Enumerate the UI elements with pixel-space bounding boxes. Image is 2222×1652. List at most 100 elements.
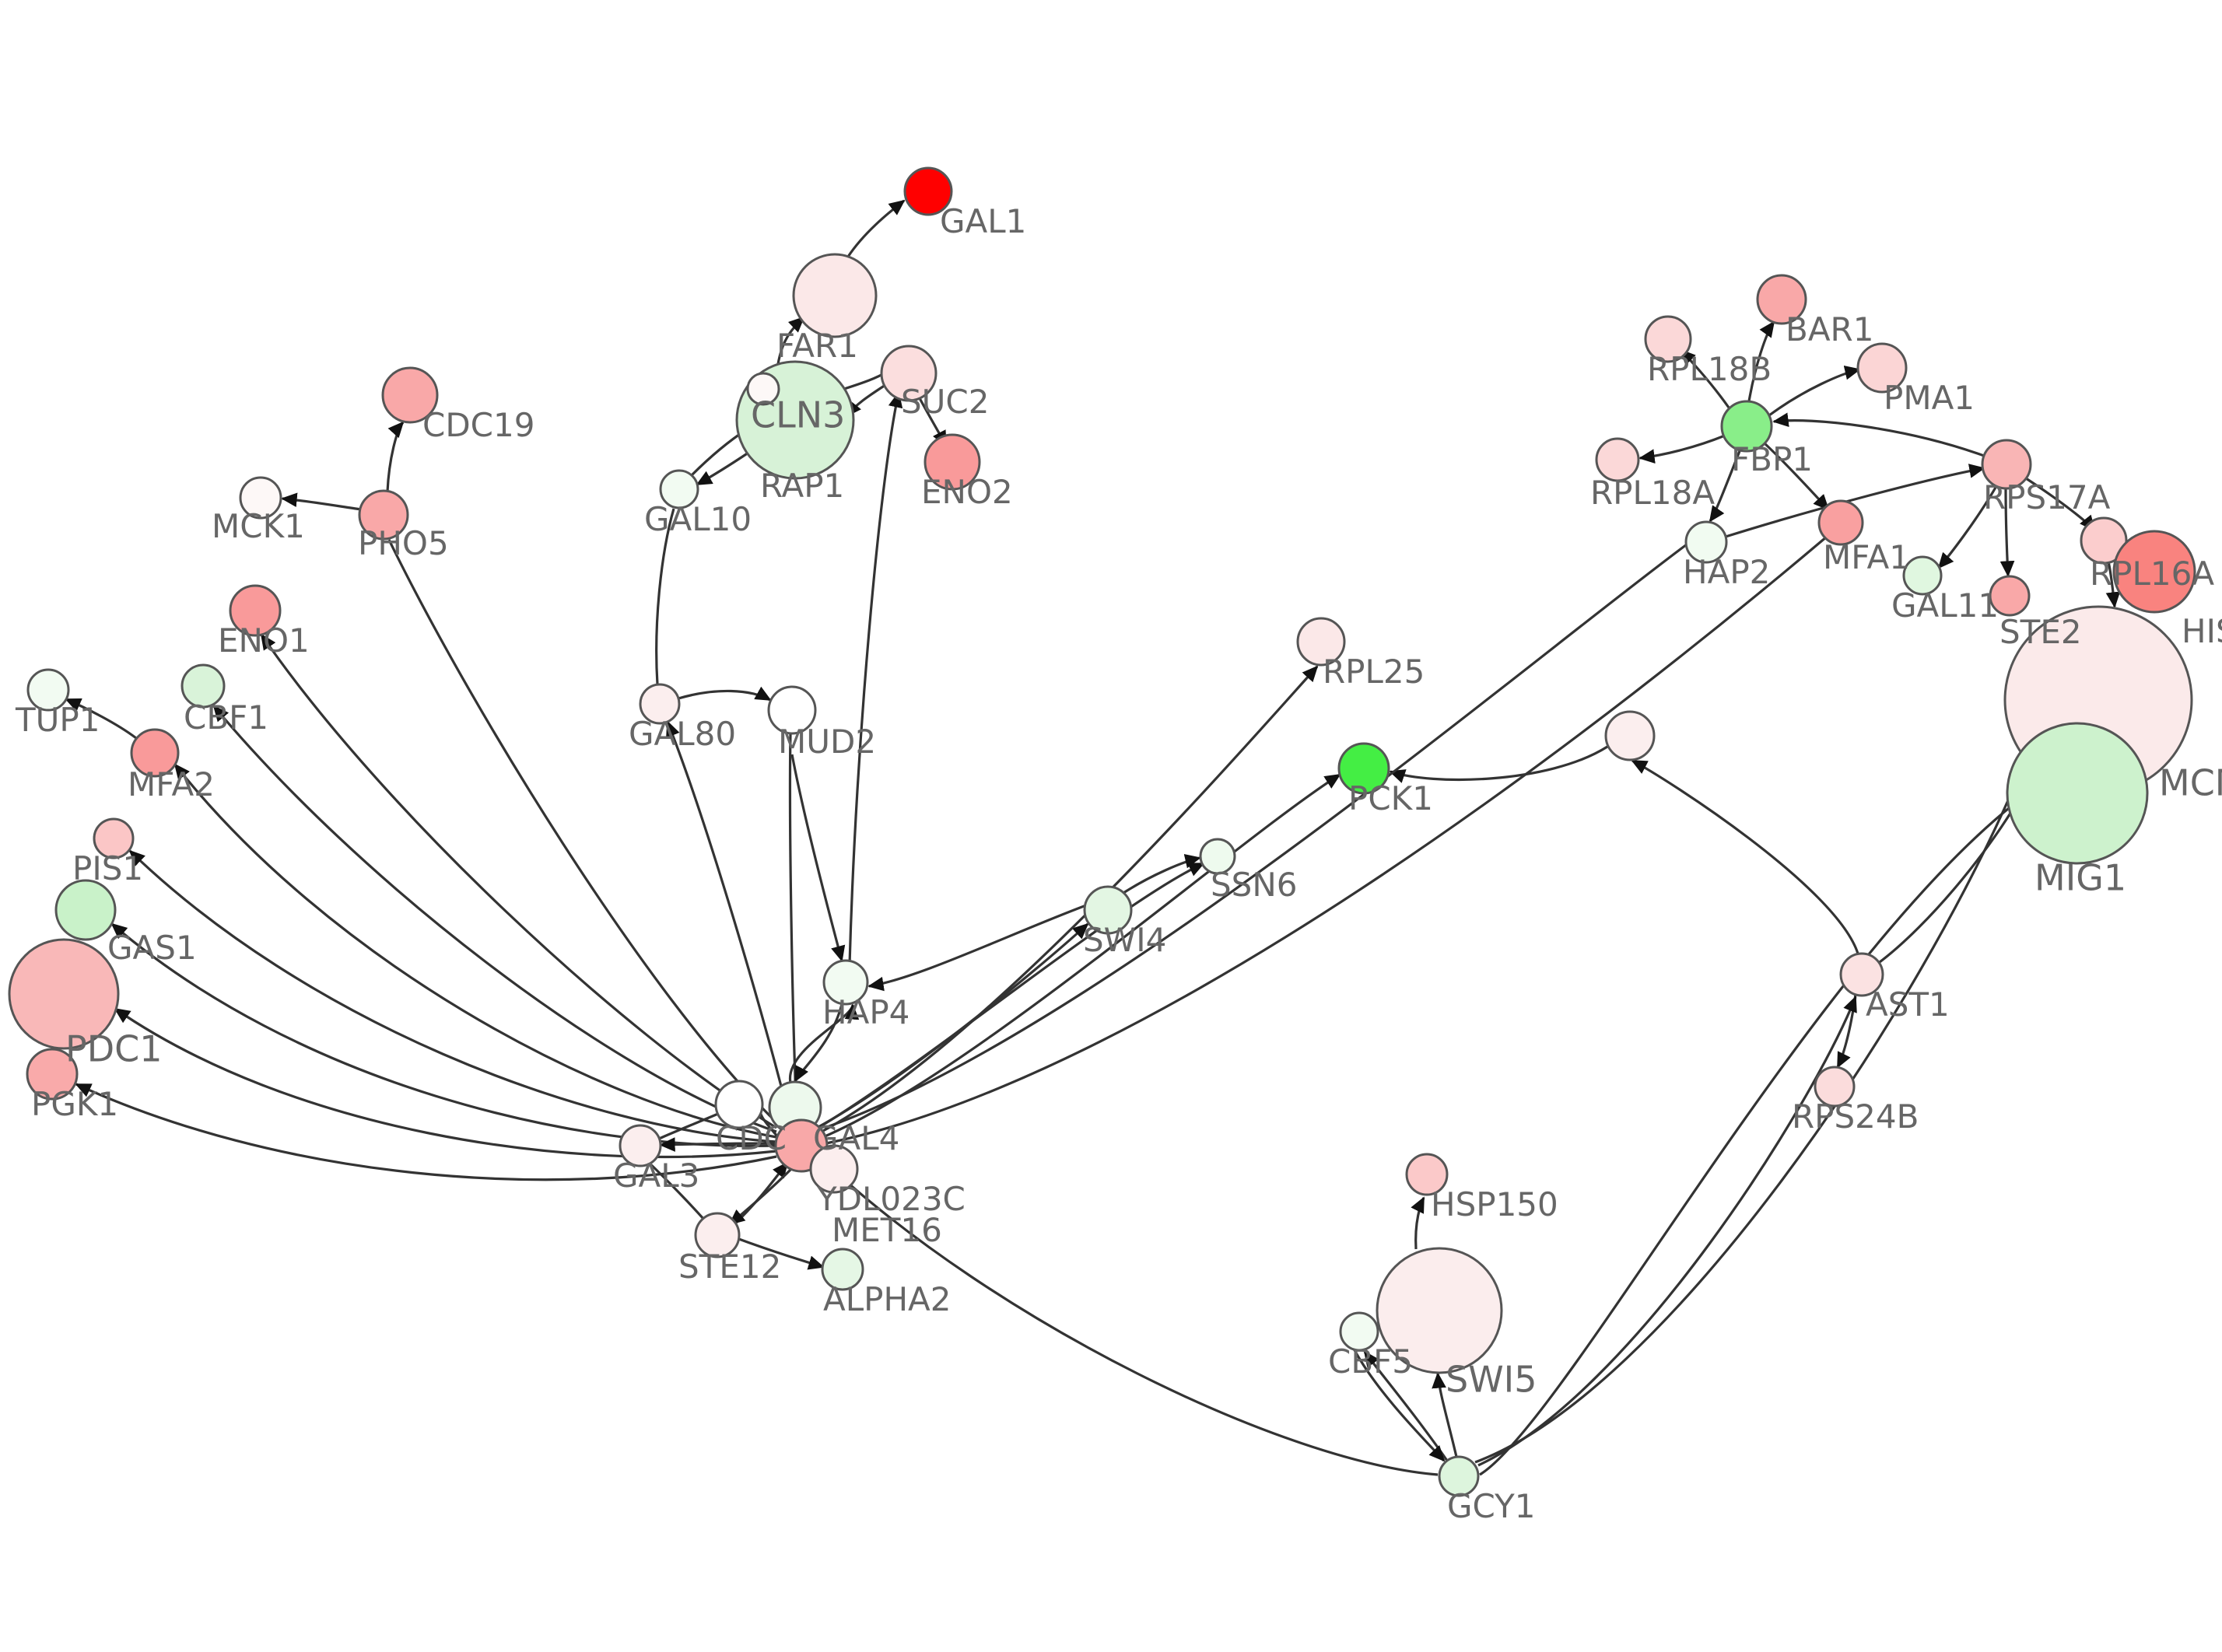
node-rpl25[interactable] bbox=[1296, 617, 1346, 667]
node-rpl16a[interactable] bbox=[2080, 516, 2128, 565]
node-unnamed[interactable] bbox=[1604, 710, 1656, 761]
node-pgk1[interactable] bbox=[26, 1048, 79, 1101]
node-pis1[interactable] bbox=[93, 817, 135, 859]
edge-cbf5-to-gcy1 bbox=[1352, 1348, 1446, 1462]
node-far1[interactable] bbox=[792, 253, 878, 338]
node-label-pma1: PMA1 bbox=[1884, 379, 1975, 417]
node-pma1[interactable] bbox=[1856, 342, 1908, 394]
node-gal10[interactable] bbox=[659, 469, 699, 509]
node-label-mfa2: MFA2 bbox=[128, 765, 215, 803]
node-label-mud2: MUD2 bbox=[778, 723, 876, 761]
edge-gal4-to-hap2 bbox=[824, 543, 1688, 1129]
node-swi4[interactable] bbox=[1083, 885, 1133, 935]
node-cdc19[interactable] bbox=[381, 366, 439, 424]
node-ast1[interactable] bbox=[1839, 952, 1884, 997]
node-label-rpl18b: RPL18B bbox=[1647, 350, 1772, 388]
node-label-pho5: PHO5 bbox=[358, 524, 449, 562]
node-rps17a[interactable] bbox=[1981, 439, 2032, 490]
edge-gcy1-to-cbf5 bbox=[1363, 1350, 1449, 1461]
edge-rps17a-to-gal11 bbox=[1937, 485, 1998, 569]
node-label-gas1: GAS1 bbox=[107, 929, 197, 967]
node-mfa2[interactable] bbox=[130, 728, 180, 778]
node-pho5[interactable] bbox=[358, 489, 409, 541]
node-label-hsp150: HSP150 bbox=[1431, 1185, 1558, 1223]
node-gal1[interactable] bbox=[903, 166, 953, 216]
node-rpl18a[interactable] bbox=[1595, 437, 1640, 482]
node-cdcnode[interactable] bbox=[714, 1080, 764, 1129]
node-suc2[interactable] bbox=[880, 345, 938, 402]
node-gal80[interactable] bbox=[639, 683, 681, 725]
node-label-eno1: ENO1 bbox=[218, 621, 310, 660]
node-mfa1[interactable] bbox=[1817, 499, 1864, 546]
node-label-cbf5: CBF5 bbox=[1328, 1342, 1413, 1381]
edge-mfa2-to-tup1 bbox=[65, 698, 137, 740]
edge-unnamed-to-pck1 bbox=[1389, 745, 1608, 783]
node-bar1[interactable] bbox=[1756, 274, 1807, 325]
node-pdc1[interactable] bbox=[8, 938, 120, 1050]
node-gal11[interactable] bbox=[1902, 555, 1943, 596]
edge-pho5-to-cdc19 bbox=[386, 421, 405, 492]
edge-rps17a-to-fbp1 bbox=[1772, 412, 1985, 457]
node-hsp150[interactable] bbox=[1405, 1153, 1449, 1196]
edge-swi5-to-hsp150 bbox=[1411, 1196, 1425, 1250]
node-mck1[interactable] bbox=[239, 476, 282, 520]
node-hap2[interactable] bbox=[1684, 520, 1728, 564]
edge-gal4-to-gas1 bbox=[110, 922, 777, 1147]
edge-gal4-to-pck1 bbox=[822, 773, 1341, 1139]
node-label-gal4: GAL4 bbox=[813, 1119, 899, 1157]
node-label-cln3: CLN3 bbox=[751, 394, 845, 436]
node-label-ast1: AST1 bbox=[1866, 985, 1950, 1024]
node-pck1[interactable] bbox=[1337, 742, 1390, 795]
node-alpha2[interactable] bbox=[821, 1248, 864, 1291]
edge-gal4-to-gal80 bbox=[666, 720, 792, 1123]
node-label-bar1: BAR1 bbox=[1786, 310, 1873, 348]
node-label-gal11: GAL11 bbox=[1891, 586, 1999, 625]
node-cbf1[interactable] bbox=[180, 663, 226, 709]
node-gal3[interactable] bbox=[619, 1124, 662, 1167]
node-label-ste12: STE12 bbox=[678, 1248, 781, 1286]
node-label-gal3: GAL3 bbox=[613, 1157, 699, 1195]
node-rpl18b[interactable] bbox=[1644, 315, 1692, 363]
edge-layer bbox=[65, 199, 2121, 1476]
node-mud2[interactable] bbox=[767, 685, 817, 735]
node-label-swi4: SWI4 bbox=[1083, 921, 1166, 959]
edge-ast1-to-unnamed bbox=[1631, 759, 1859, 954]
node-swi5[interactable] bbox=[1376, 1247, 1503, 1374]
node-label-mfa1: MFA1 bbox=[1823, 538, 1910, 576]
edge-gal4-to-ssn6 bbox=[820, 862, 1205, 1128]
node-label-cdc: CDC bbox=[716, 1119, 787, 1157]
edge-fbp1-to-rpl18a bbox=[1638, 434, 1726, 464]
edge-swi4-to-hap4 bbox=[867, 904, 1087, 992]
node-label-rap1: RAP1 bbox=[760, 467, 844, 505]
node-his4[interactable] bbox=[2112, 530, 2196, 614]
node-eno1[interactable] bbox=[229, 584, 282, 637]
node-label-fbp1: FBP1 bbox=[1731, 440, 1813, 478]
edge-fbp1-to-bar1 bbox=[1747, 320, 1775, 402]
node-ste12[interactable] bbox=[694, 1212, 741, 1258]
node-mig1[interactable] bbox=[2006, 722, 2149, 865]
edge-rps17a-to-ste2 bbox=[1999, 488, 2015, 577]
edge-cln3-to-gal10 bbox=[696, 451, 749, 486]
node-ydl023c[interactable] bbox=[809, 1144, 859, 1194]
node-ste2[interactable] bbox=[1989, 575, 2031, 617]
edge-hap2-to-rps17a bbox=[1725, 464, 1985, 538]
node-cbf5[interactable] bbox=[1339, 1311, 1379, 1352]
node-gcy1[interactable] bbox=[1438, 1455, 1480, 1497]
node-tup1[interactable] bbox=[26, 668, 70, 712]
node-hap4[interactable] bbox=[822, 959, 869, 1006]
node-ssn6[interactable] bbox=[1199, 838, 1236, 875]
node-eno2[interactable] bbox=[923, 433, 981, 491]
edge-gal4-to-gal3 bbox=[659, 1137, 778, 1152]
node-cln3in[interactable] bbox=[746, 372, 780, 406]
node-label-far1: FAR1 bbox=[776, 327, 858, 365]
edge-rpl16a-to-mcm1 bbox=[2105, 561, 2121, 608]
node-gas1[interactable] bbox=[54, 879, 117, 941]
node-label-rps17a: RPS17A bbox=[1983, 478, 2111, 516]
edge-ste12-to-gal3 bbox=[646, 1160, 706, 1221]
node-fbp1[interactable] bbox=[1720, 400, 1773, 453]
node-rps24b[interactable] bbox=[1814, 1066, 1856, 1108]
node-label-rpl25: RPL25 bbox=[1323, 653, 1425, 691]
